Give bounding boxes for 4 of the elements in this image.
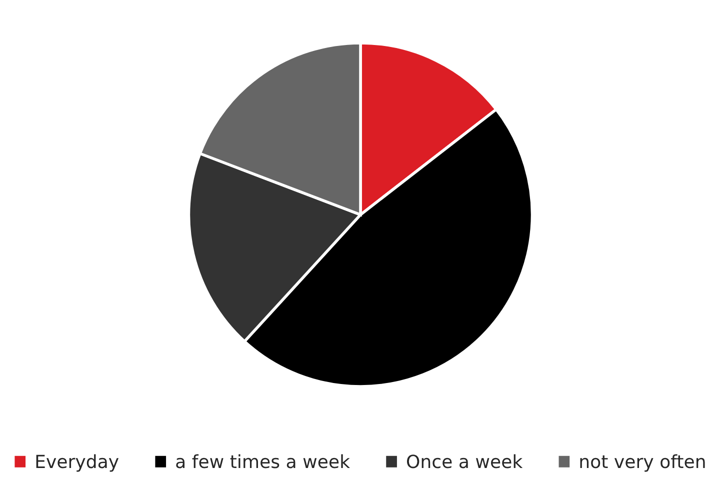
legend-label: not very often: [580, 454, 705, 472]
legend-label: Once a week: [406, 454, 523, 468]
legend-label: Everyday: [36, 454, 119, 472]
legend-label: a few times a week: [176, 454, 350, 468]
